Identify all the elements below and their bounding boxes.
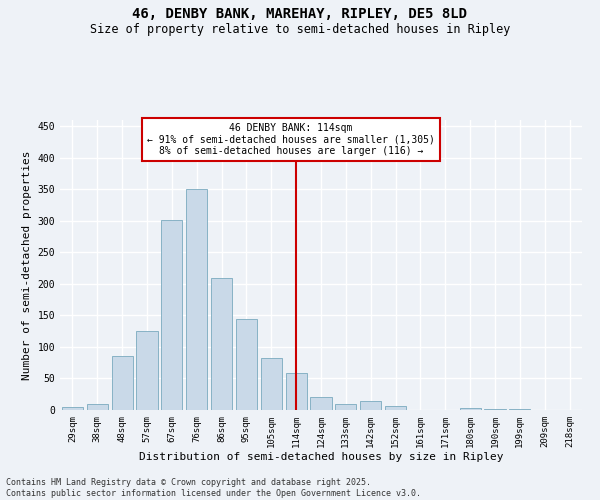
Bar <box>211 278 232 410</box>
Bar <box>261 358 282 410</box>
Text: Contains HM Land Registry data © Crown copyright and database right 2025.
Contai: Contains HM Land Registry data © Crown c… <box>6 478 421 498</box>
Text: 46 DENBY BANK: 114sqm
← 91% of semi-detached houses are smaller (1,305)
8% of se: 46 DENBY BANK: 114sqm ← 91% of semi-deta… <box>147 123 435 156</box>
Bar <box>460 408 481 410</box>
Bar <box>62 407 83 410</box>
Bar <box>335 404 356 410</box>
Bar <box>236 318 257 410</box>
Y-axis label: Number of semi-detached properties: Number of semi-detached properties <box>22 150 32 380</box>
Bar <box>87 404 108 410</box>
Bar <box>286 374 307 410</box>
Text: Distribution of semi-detached houses by size in Ripley: Distribution of semi-detached houses by … <box>139 452 503 462</box>
Bar <box>385 406 406 410</box>
Bar <box>136 331 158 410</box>
Bar <box>484 408 506 410</box>
Text: Size of property relative to semi-detached houses in Ripley: Size of property relative to semi-detach… <box>90 22 510 36</box>
Bar <box>161 220 182 410</box>
Bar <box>186 190 207 410</box>
Text: 46, DENBY BANK, MAREHAY, RIPLEY, DE5 8LD: 46, DENBY BANK, MAREHAY, RIPLEY, DE5 8LD <box>133 8 467 22</box>
Bar <box>360 401 381 410</box>
Bar <box>310 398 332 410</box>
Bar <box>112 356 133 410</box>
